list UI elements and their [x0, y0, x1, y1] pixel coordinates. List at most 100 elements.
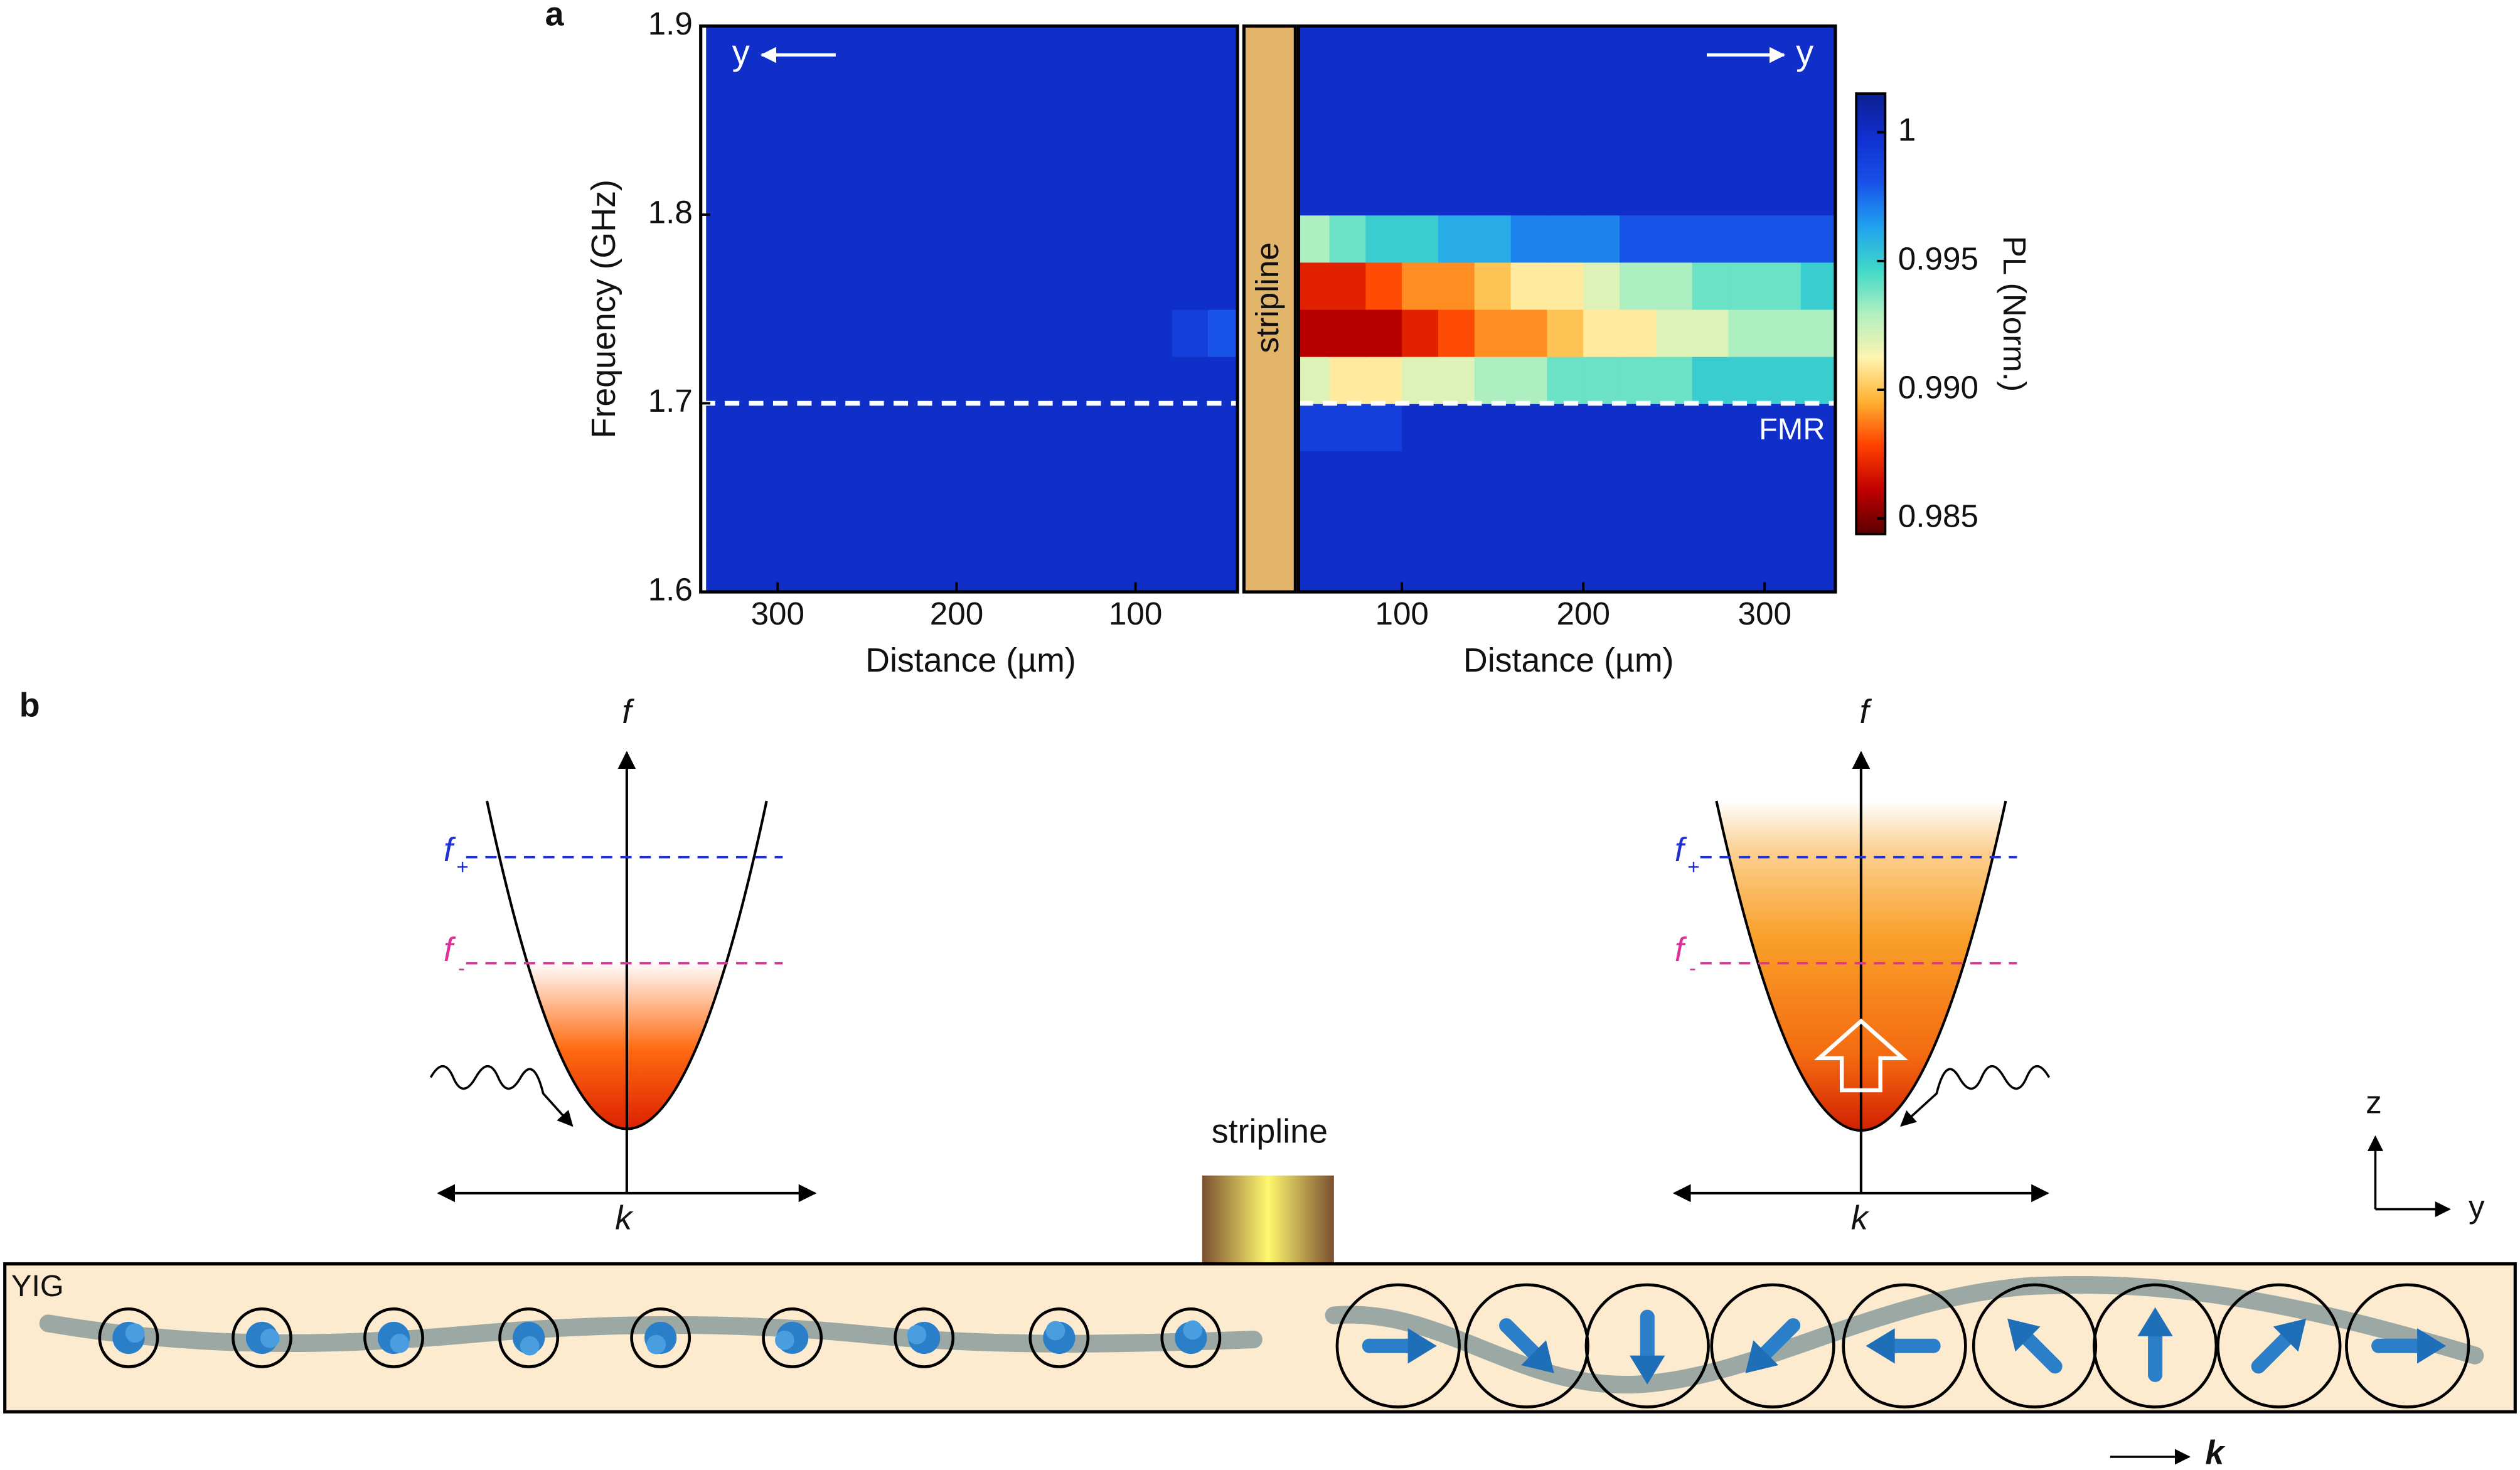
heatmap-cell [813, 73, 850, 122]
heatmap-cell [813, 403, 850, 451]
heatmap-cell [1171, 309, 1208, 357]
precession-circle [232, 1307, 292, 1368]
heatmap-cell [992, 450, 1029, 499]
heatmap-cell [849, 120, 886, 169]
heatmap-cell [1438, 73, 1476, 122]
heatmap-cell [1801, 73, 1835, 122]
precession-circle [894, 1307, 955, 1368]
heatmap-cell [1171, 450, 1208, 499]
heatmap-cell [1028, 215, 1065, 263]
spin-arrow [112, 1321, 145, 1355]
heatmap-cell [1801, 26, 1835, 74]
precession-circle [363, 1307, 424, 1368]
precession-circle [2092, 1283, 2218, 1408]
spin-arrow [1043, 1321, 1076, 1355]
f-minus-sub: - [1689, 957, 1696, 980]
heatmap-cell [1064, 26, 1101, 74]
heatmap-cell [992, 26, 1029, 74]
heatmap-cell [1583, 73, 1621, 122]
heatmap-cell [1329, 215, 1367, 263]
x-tick-label: 200 [930, 596, 983, 631]
heatmap-cell [1583, 26, 1621, 74]
heatmap-cell [1402, 497, 1439, 546]
heatmap-cell [1474, 497, 1512, 546]
heatmap-cell [992, 167, 1029, 216]
plot-frame [1296, 24, 1837, 594]
heatmap-cell [1583, 497, 1621, 546]
heatmap-cell [1765, 262, 1802, 310]
heatmap-cell [1064, 215, 1101, 263]
heatmap-cell [1365, 497, 1403, 546]
heatmap-cell [1692, 167, 1729, 216]
f-minus-label: f [1675, 931, 1687, 968]
heatmap-cell [1474, 73, 1512, 122]
heatmap-cell [1583, 262, 1621, 310]
heatmap-cell [1620, 544, 1657, 593]
x-tick-label: 200 [1556, 596, 1610, 631]
heatmap-cell [1207, 497, 1238, 546]
heatmap-cell [992, 73, 1029, 122]
heatmap-cell [1765, 120, 1802, 169]
colorbar [1855, 92, 1887, 535]
heatmap-cell [1438, 262, 1476, 310]
heatmap-cell [1620, 120, 1657, 169]
heatmap-cell [1765, 167, 1802, 216]
heatmap-cell [1655, 73, 1693, 122]
heatmap-cell [1510, 262, 1548, 310]
heatmap-cell [742, 262, 779, 310]
heatmap-cell [1692, 73, 1729, 122]
spin-arrow [377, 1321, 410, 1355]
heatmap-cell [706, 26, 743, 74]
heatmap-cell [742, 497, 779, 546]
heatmap-cell [1510, 450, 1548, 499]
heatmap-cell [1135, 73, 1172, 122]
heatmap-cell [1402, 215, 1439, 263]
heatmap-cell [1655, 215, 1693, 263]
heatmap-cell [921, 167, 958, 216]
heatmap-cell [1135, 544, 1172, 593]
heatmap-cell [813, 215, 850, 263]
heatmap-cell [1547, 450, 1584, 499]
f-plus-label: f [444, 831, 456, 869]
heatmap-cell [1402, 403, 1439, 451]
heatmap-cell [1474, 215, 1512, 263]
f-minus-label: f [444, 931, 456, 968]
heatmap-cell [849, 356, 886, 404]
heatmap-cell [706, 450, 743, 499]
heatmap-cell [1801, 309, 1835, 357]
heatmap-cell [1801, 120, 1835, 169]
heatmap-cell [1728, 497, 1766, 546]
heatmap-cell [956, 497, 993, 546]
heatmap-cell [1135, 215, 1172, 263]
heatmap-cell [813, 356, 850, 404]
heatmap-cell [992, 356, 1029, 404]
heatmap-cell [1064, 73, 1101, 122]
heatmap-cell [1329, 450, 1367, 499]
plot-frame [699, 24, 1239, 594]
spin-arrow [1175, 1320, 1207, 1355]
heatmap-cell [742, 450, 779, 499]
heatmap-cell [1298, 26, 1330, 74]
heatmap-cell [921, 262, 958, 310]
heatmap-cell [1692, 309, 1729, 357]
heatmap-cell [1547, 120, 1584, 169]
heatmap-cell [1028, 120, 1065, 169]
heatmap-cell [1583, 356, 1621, 404]
heatmap-cell [1692, 356, 1729, 404]
heatmap-cell [1474, 262, 1512, 310]
heatmap-cell [813, 450, 850, 499]
heatmap-cell [1510, 544, 1548, 593]
spin-arrow [644, 1321, 677, 1355]
heatmap-cell [813, 120, 850, 169]
colorbar-label: PL (Norm.) [1997, 236, 2032, 392]
heatmap-cell [1728, 309, 1766, 357]
heatmap-cell [777, 262, 814, 310]
heatmap-cell [1728, 262, 1766, 310]
heatmap-cell [1692, 26, 1729, 74]
heatmap-cell [777, 450, 814, 499]
heatmap-cell [1438, 26, 1476, 74]
heatmap-cell [885, 167, 922, 216]
spin-arrow [1362, 1328, 1437, 1364]
heatmap-cell [1402, 356, 1439, 404]
axis-label: f [1860, 693, 1872, 731]
